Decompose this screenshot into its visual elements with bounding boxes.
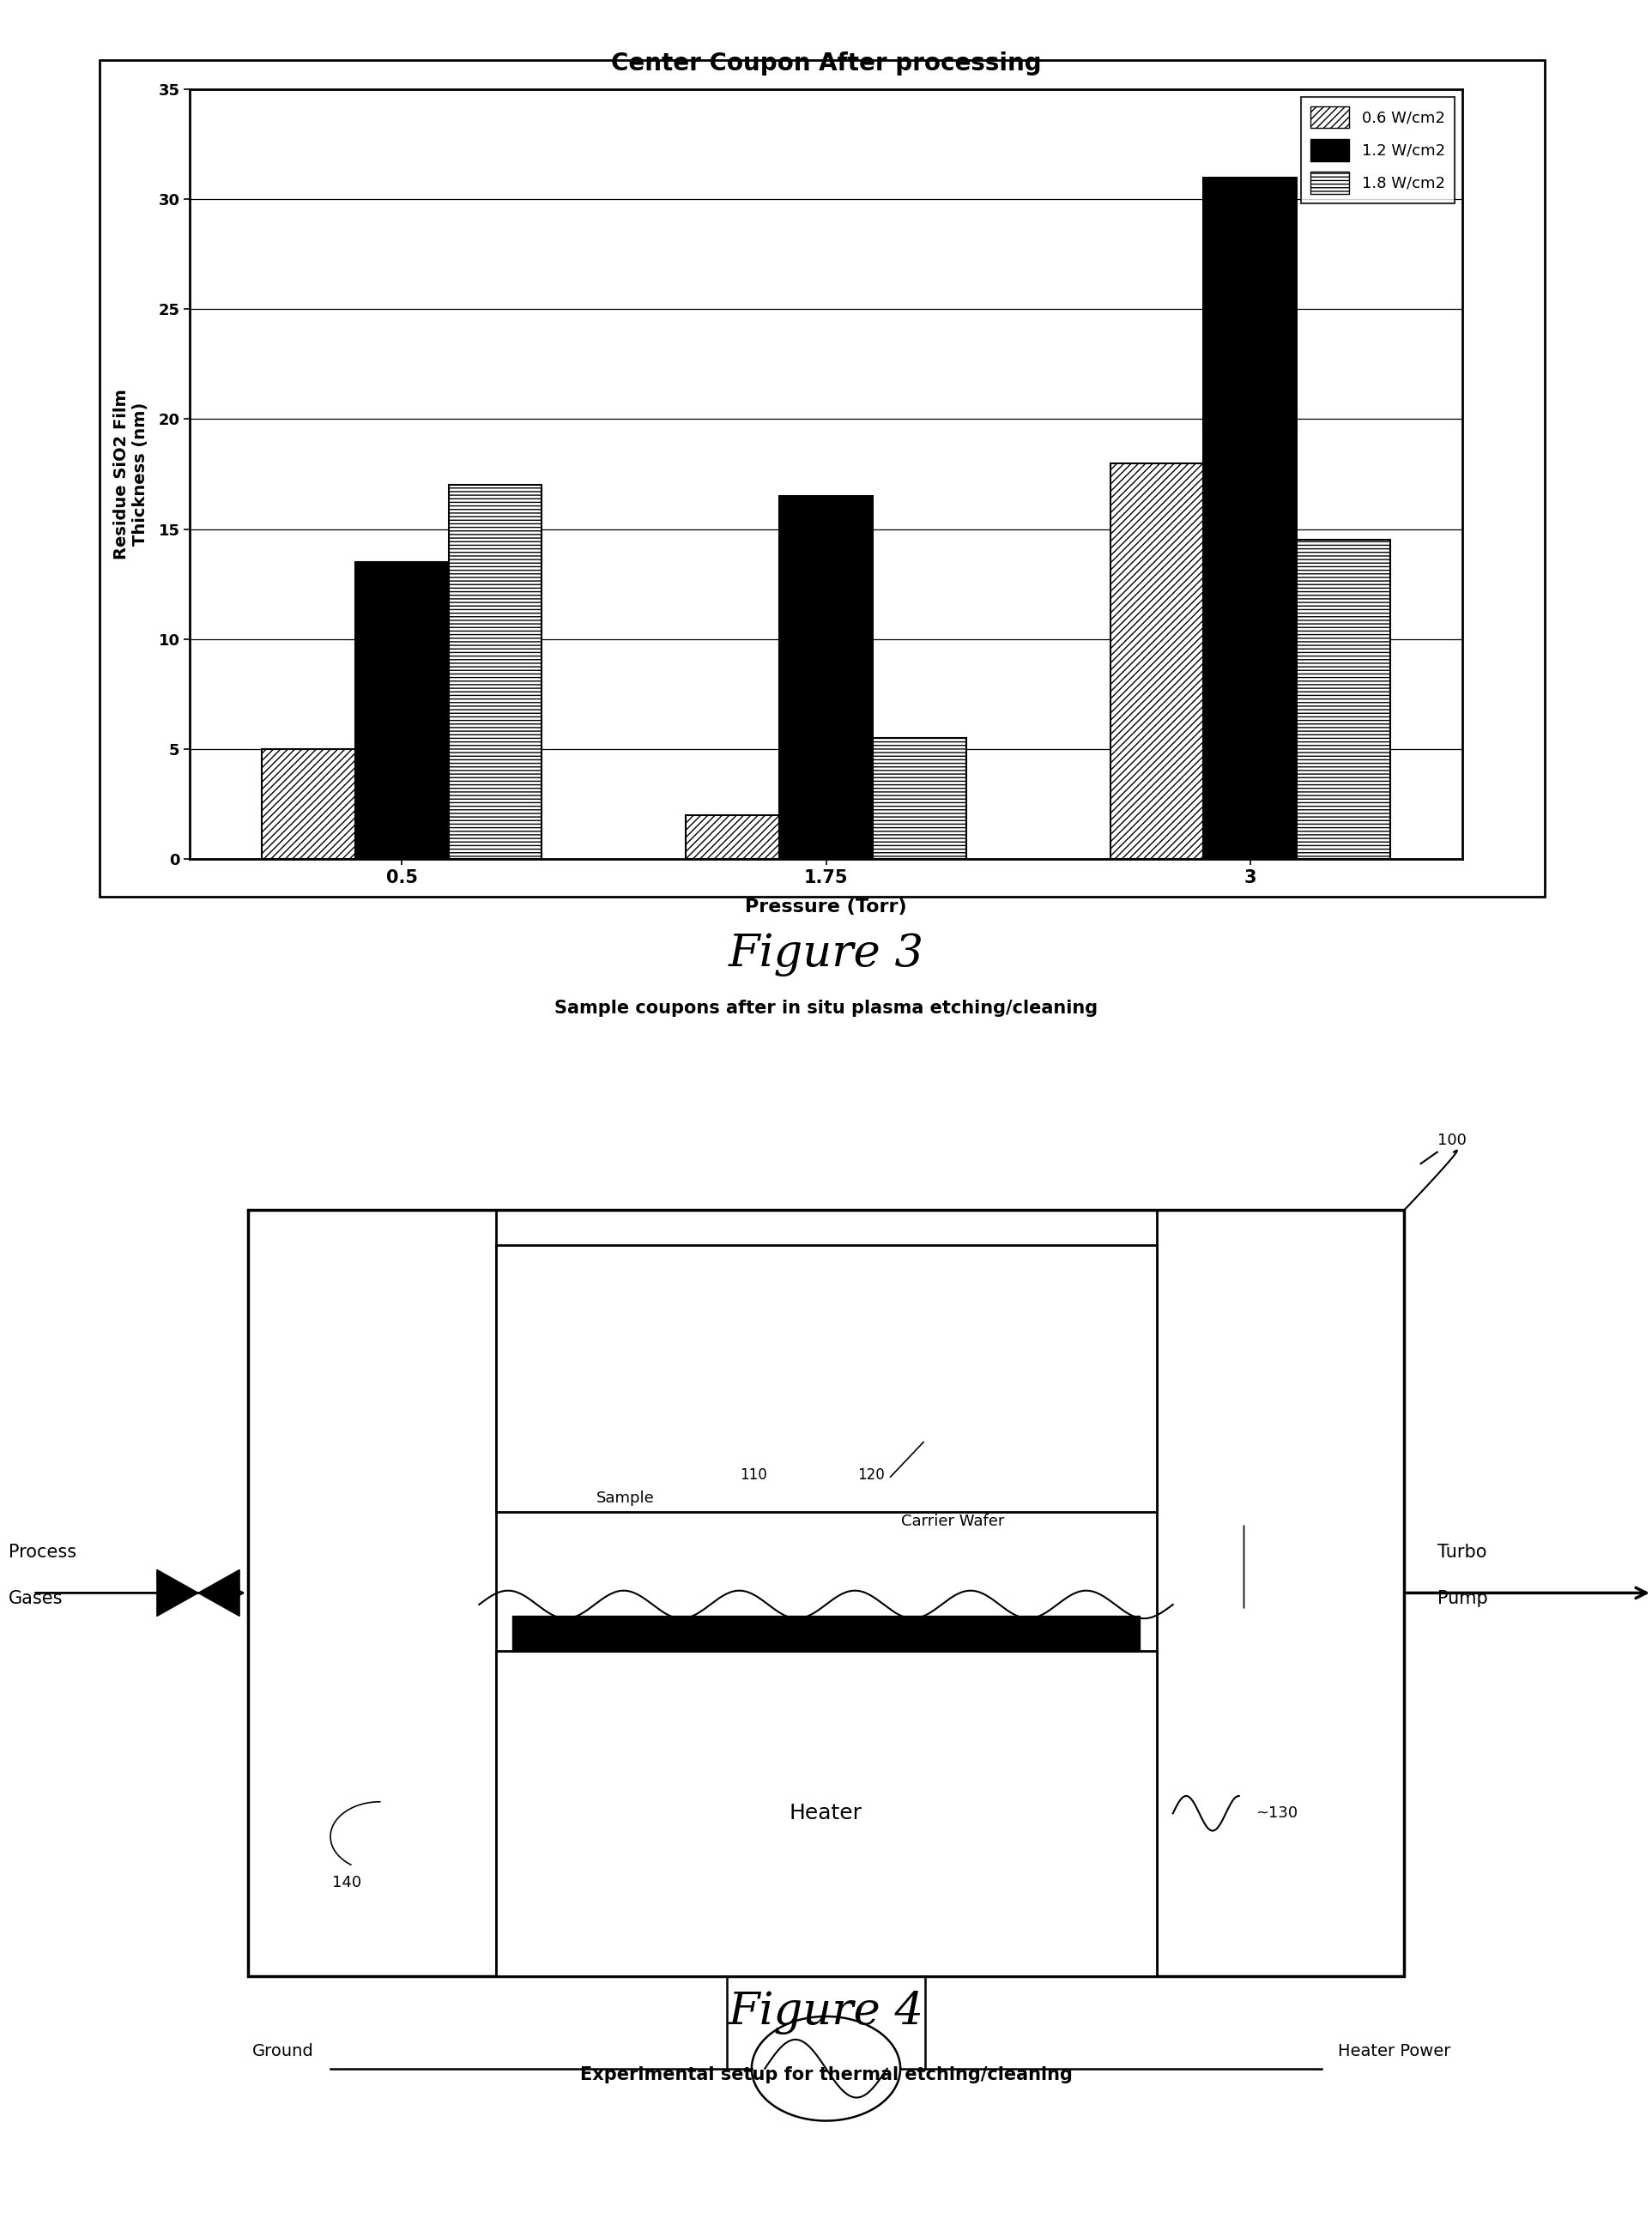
Bar — [263, 750, 355, 859]
Polygon shape — [157, 1571, 198, 1615]
Text: Process: Process — [8, 1544, 76, 1562]
Text: ~130: ~130 — [1256, 1805, 1298, 1820]
Bar — [1297, 540, 1389, 859]
Text: Gases: Gases — [8, 1591, 63, 1606]
Bar — [780, 495, 872, 859]
FancyBboxPatch shape — [496, 1651, 1156, 1977]
Bar — [872, 738, 966, 859]
Text: 140: 140 — [332, 1876, 362, 1890]
Text: Figure 3: Figure 3 — [729, 933, 923, 977]
Text: Figure 4: Figure 4 — [729, 1990, 923, 2035]
FancyBboxPatch shape — [512, 1615, 1140, 1651]
Bar — [449, 484, 542, 859]
Bar — [1203, 176, 1297, 859]
Text: Experimental setup for thermal etching/cleaning: Experimental setup for thermal etching/c… — [580, 2066, 1072, 2084]
Text: Heater Power: Heater Power — [1338, 2044, 1450, 2059]
FancyBboxPatch shape — [248, 1209, 1404, 1977]
Text: Ground: Ground — [253, 2044, 314, 2059]
Bar — [1110, 464, 1203, 859]
X-axis label: Pressure (Torr): Pressure (Torr) — [745, 899, 907, 915]
Text: Sample: Sample — [596, 1490, 654, 1506]
FancyBboxPatch shape — [496, 1245, 1156, 1513]
Y-axis label: Residue SiO2 Film
Thickness (nm): Residue SiO2 Film Thickness (nm) — [114, 388, 149, 560]
Title: Center Coupon After processing: Center Coupon After processing — [611, 51, 1041, 76]
Legend: 0.6 W/cm2, 1.2 W/cm2, 1.8 W/cm2: 0.6 W/cm2, 1.2 W/cm2, 1.8 W/cm2 — [1302, 96, 1454, 203]
Text: Turbo: Turbo — [1437, 1544, 1487, 1562]
Bar — [686, 814, 780, 859]
Polygon shape — [198, 1571, 240, 1615]
Text: Carrier Wafer: Carrier Wafer — [902, 1513, 1004, 1528]
Text: Sample coupons after in situ plasma etching/cleaning: Sample coupons after in situ plasma etch… — [555, 999, 1097, 1017]
Text: Pump: Pump — [1437, 1591, 1488, 1606]
Text: 110: 110 — [740, 1468, 767, 1484]
Text: 120: 120 — [857, 1468, 884, 1484]
Bar — [355, 562, 449, 859]
Text: Heater: Heater — [790, 1803, 862, 1823]
Text: 100: 100 — [1437, 1133, 1467, 1149]
